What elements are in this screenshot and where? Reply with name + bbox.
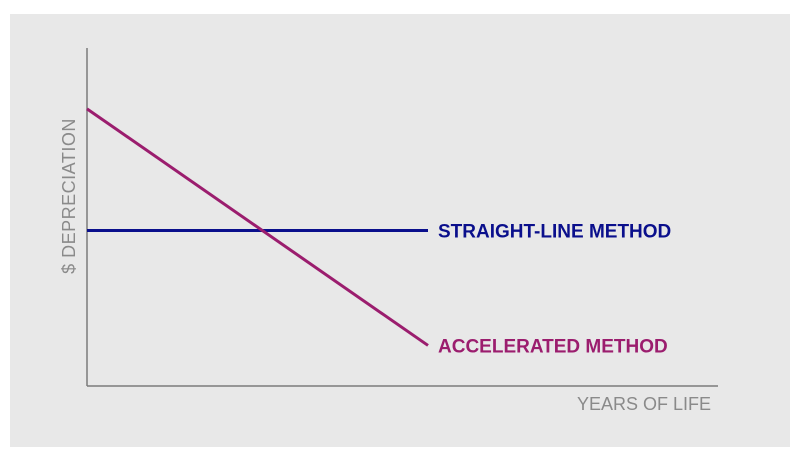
x-axis-label: YEARS OF LIFE <box>577 394 711 414</box>
y-axis-label: $ DEPRECIATION <box>59 118 79 274</box>
series-label-0: STRAIGHT-LINE METHOD <box>438 222 671 243</box>
series-layer: STRAIGHT-LINE METHOD ACCELERATED METHOD <box>86 107 671 357</box>
series-line-1 <box>86 107 429 347</box>
series-label-1: ACCELERATED METHOD <box>438 336 668 357</box>
